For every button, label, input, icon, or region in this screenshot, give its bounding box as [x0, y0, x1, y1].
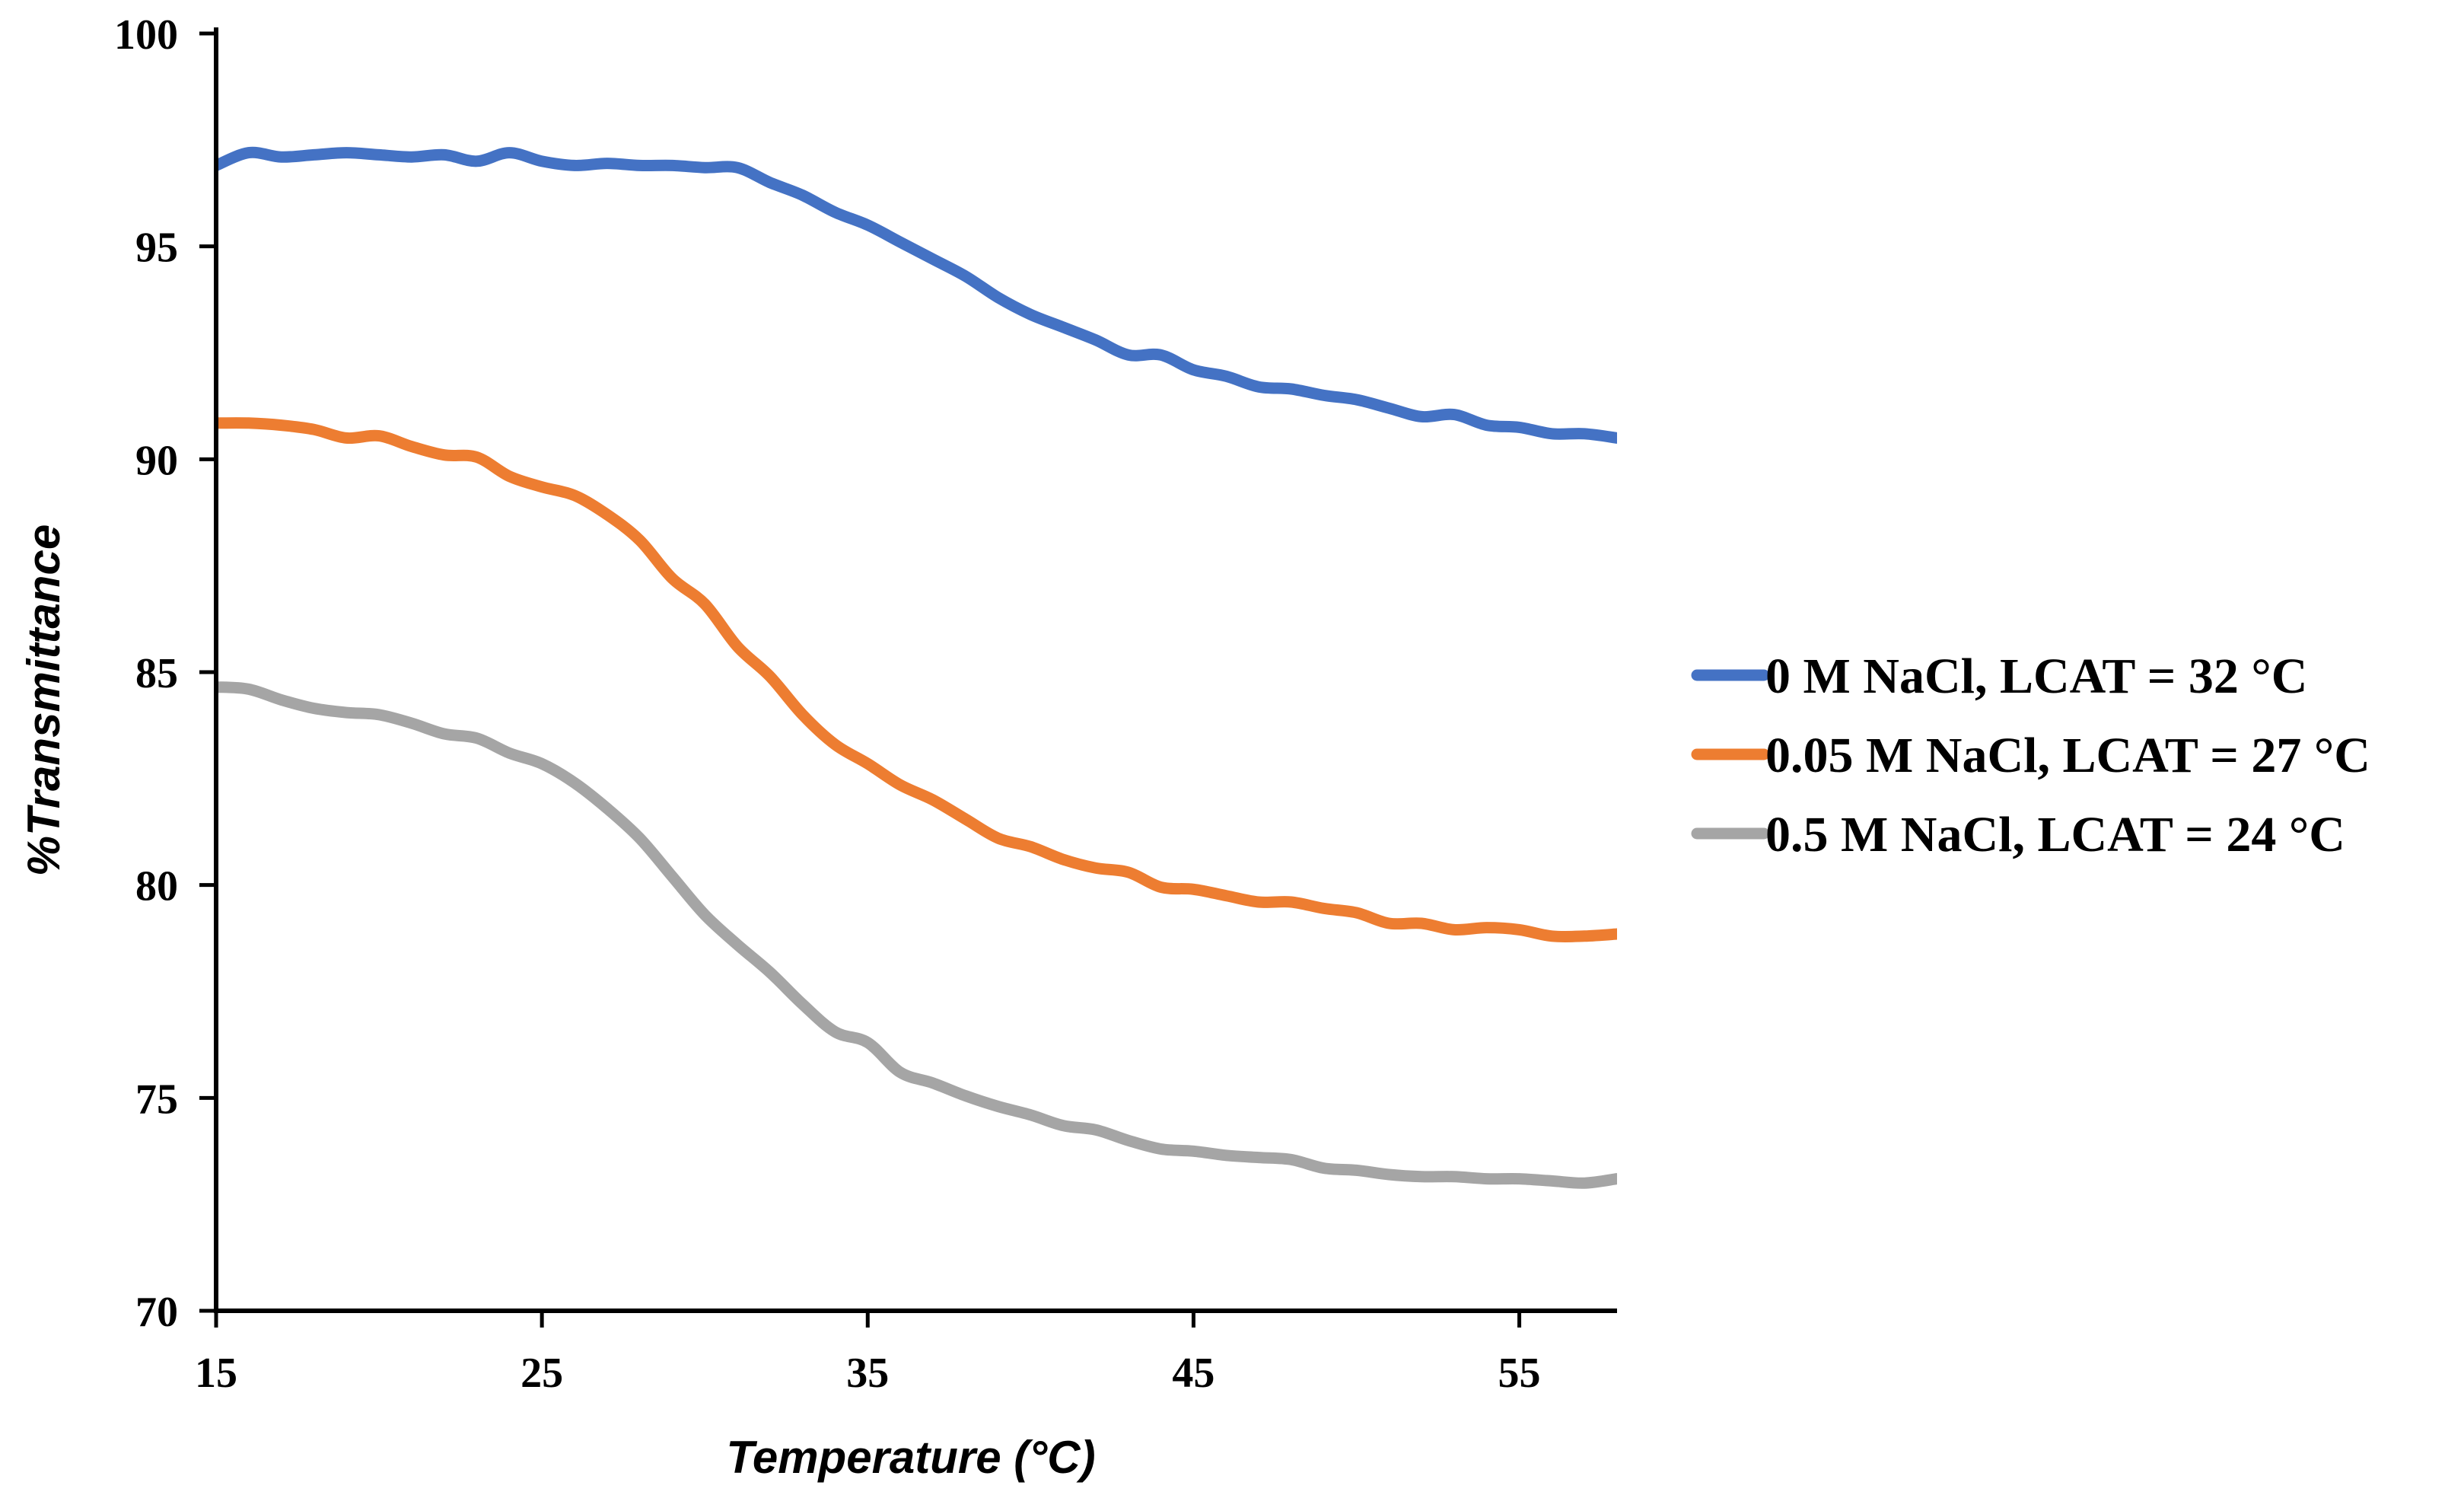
legend: 0 M NaCl, LCAT = 32 °C 0.05 M NaCl, LCAT …: [1691, 649, 2370, 862]
series-layer: [216, 146, 1617, 1189]
legend-label-2: 0.5 M NaCl, LCAT = 24 °C: [1765, 807, 2345, 862]
y-tick-label: 90: [135, 437, 178, 484]
legend-label-0: 0 M NaCl, LCAT = 32 °C: [1765, 649, 2307, 704]
y-tick-label: 95: [135, 225, 178, 272]
x-axis-title: Temperature (°C): [726, 1432, 1095, 1483]
y-tick-label: 80: [135, 863, 178, 910]
series-line-1: [216, 417, 1617, 943]
y-axis-title: %Transmittance: [18, 524, 69, 876]
y-tick-label: 100: [114, 11, 178, 59]
x-tick-label: 35: [846, 1350, 889, 1397]
x-tick-label: 55: [1498, 1350, 1541, 1397]
y-tick-label: 75: [135, 1076, 178, 1123]
series-line-2: [216, 681, 1617, 1189]
y-tick-label: 70: [135, 1289, 178, 1336]
x-tick-label: 25: [520, 1350, 563, 1397]
x-tick-label: 45: [1172, 1350, 1214, 1397]
axes-layer: 70 75 80 85 90 95 100 15 25 35 45 55: [114, 11, 1617, 1397]
series-group: [216, 146, 1617, 1189]
legend-label-1: 0.05 M NaCl, LCAT = 27 °C: [1765, 728, 2370, 783]
x-tick-label: 15: [195, 1350, 237, 1397]
y-tick-label: 85: [135, 650, 178, 697]
series-line-0: [216, 146, 1617, 444]
